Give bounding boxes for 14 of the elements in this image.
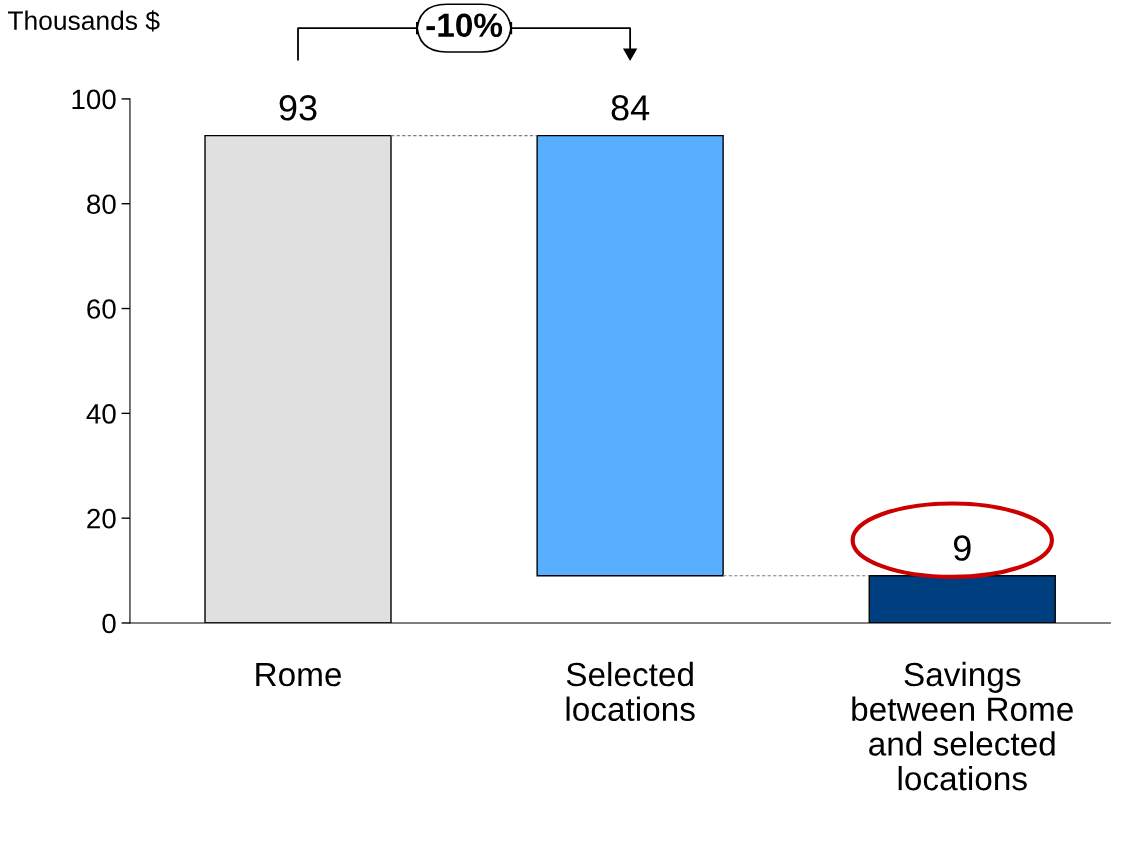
data-label: 9: [953, 535, 971, 561]
y-tick-label: 0: [102, 613, 116, 634]
x-tick-label: Rome: [256, 663, 341, 687]
y-tick-label: 40: [86, 404, 116, 424]
y-tick-label: 100: [72, 89, 116, 110]
x-tick-label: Savings between Rome and selected locations: [852, 661, 1073, 791]
text: -10%: [426, 13, 503, 38]
data-label: 93: [279, 95, 317, 121]
y-tick-label: 60: [87, 299, 116, 319]
data-label: 84: [611, 95, 650, 121]
x-tick-label: Selected locations: [566, 661, 695, 722]
y-tick-label: 80: [87, 194, 116, 215]
y-tick-label: 20: [87, 508, 116, 529]
y-axis-title: Thousands $: [8, 10, 160, 32]
